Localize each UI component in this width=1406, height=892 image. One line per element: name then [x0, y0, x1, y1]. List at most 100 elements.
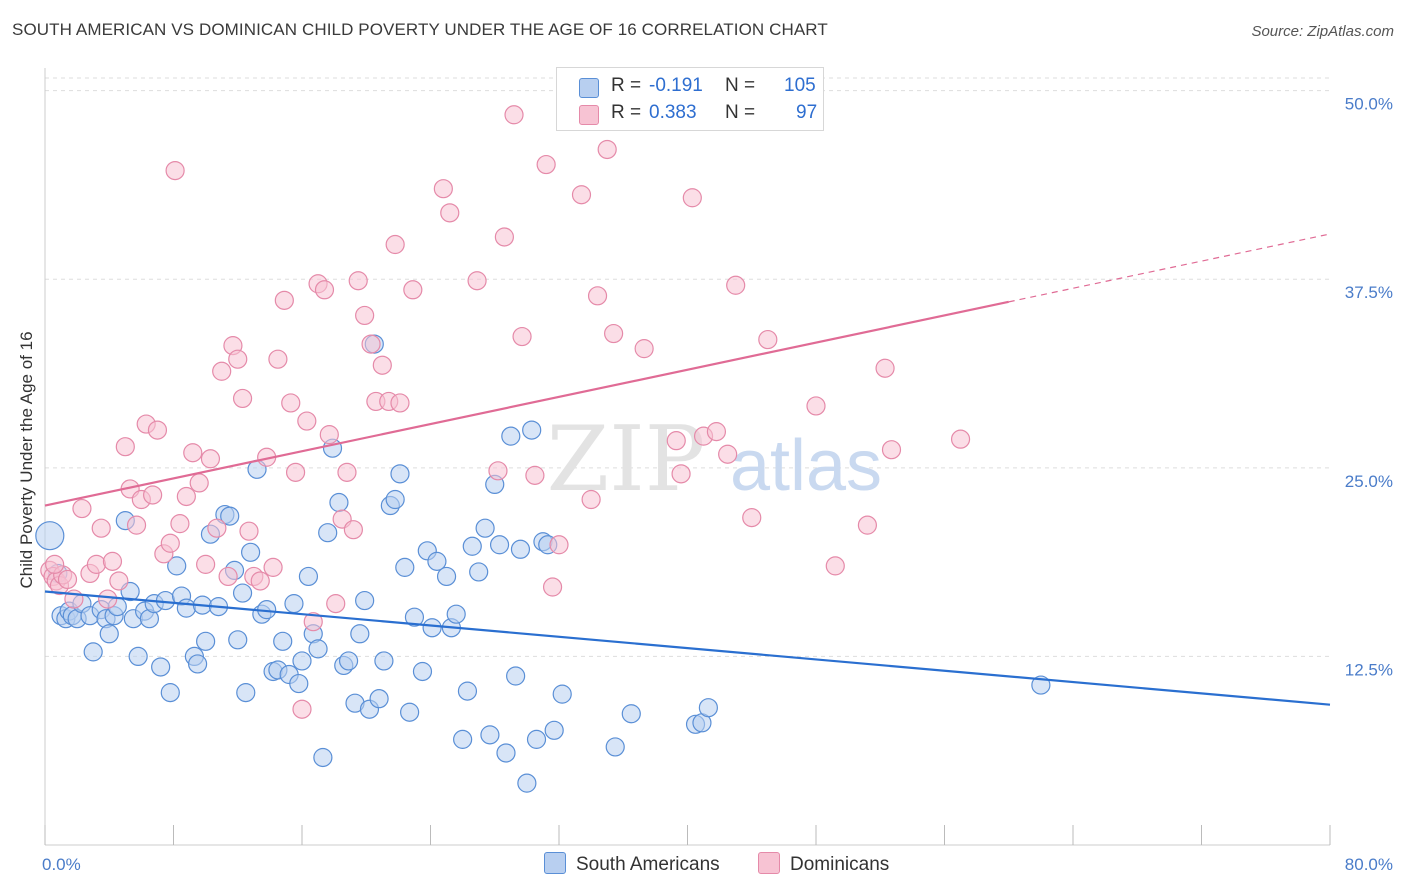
point-dominican: [326, 594, 346, 614]
source-label: Source: ZipAtlas.com: [1251, 23, 1394, 40]
point-dominican: [109, 571, 129, 591]
point-dominican: [597, 139, 617, 160]
point-south-american: [412, 661, 433, 682]
point-dominican: [126, 515, 147, 535]
point-south-american: [292, 651, 312, 671]
point-south-american: [427, 551, 447, 571]
point-dominican: [183, 443, 203, 463]
point-south-american: [298, 566, 319, 587]
point-south-american: [318, 523, 338, 543]
point-south-american: [395, 557, 415, 577]
series-swatch-pink: [758, 852, 780, 874]
series-legend-south-americans: South Americans: [544, 852, 720, 876]
point-dominican: [385, 234, 405, 255]
series-legend-dominicans: Dominicans: [758, 852, 889, 876]
point-dominican: [165, 160, 185, 181]
watermark: ZIP atlas: [547, 407, 882, 512]
point-south-american: [350, 624, 370, 644]
point-dominican: [160, 533, 180, 553]
point-south-american: [236, 683, 256, 703]
point-dominican: [525, 465, 545, 485]
point-south-american: [480, 725, 500, 745]
y-tick-labels: 12.5% 25.0% 37.5% 50.0%: [1345, 95, 1393, 680]
point-dominican: [297, 411, 317, 431]
y-tick-label: 50.0%: [1345, 95, 1393, 114]
point-dominican: [682, 188, 702, 208]
point-south-american: [284, 594, 304, 614]
point-dominican: [292, 699, 312, 719]
point-dominican: [147, 420, 168, 440]
point-south-american: [355, 590, 375, 611]
point-dominican: [196, 554, 216, 574]
point-dominican: [440, 203, 460, 223]
point-south-american: [621, 704, 641, 724]
point-south-american: [338, 651, 359, 671]
legend-n-value: 97: [796, 102, 818, 123]
point-dominican: [634, 339, 654, 359]
point-dominican: [232, 388, 253, 409]
chart-title: SOUTH AMERICAN VS DOMINICAN CHILD POVERT…: [12, 20, 828, 39]
point-south-american: [232, 583, 253, 603]
point-south-american: [457, 681, 478, 701]
y-tick-label: 12.5%: [1345, 660, 1393, 679]
point-dominican: [666, 431, 686, 451]
point-south-american: [698, 698, 718, 718]
point-south-american: [400, 702, 420, 722]
point-south-american: [289, 673, 309, 694]
legend-r-label: R =: [611, 75, 642, 96]
point-dominican: [742, 508, 762, 528]
point-dominican: [671, 464, 691, 484]
point-south-american: [489, 535, 510, 555]
point-dominican: [176, 486, 196, 507]
point-dominican: [881, 440, 902, 460]
correlation-legend: R = -0.191 N = 105 R = 0.383 N = 97: [556, 67, 824, 131]
point-dominican: [303, 612, 323, 632]
point-dominican: [170, 514, 190, 534]
point-dominican: [467, 271, 487, 291]
point-dominican: [319, 425, 339, 445]
point-dominican: [337, 462, 357, 482]
series-label-dominicans: Dominicans: [790, 854, 890, 875]
point-dominican: [718, 444, 738, 464]
point-dominican: [604, 323, 624, 344]
point-south-american: [453, 729, 473, 749]
point-dominican: [348, 271, 368, 291]
legend-n-label: N =: [725, 75, 756, 96]
point-dominican: [726, 275, 746, 295]
point-dominican: [314, 280, 335, 300]
point-dominican: [571, 185, 592, 205]
point-dominican: [115, 437, 135, 457]
y-tick-label: 37.5%: [1345, 283, 1393, 302]
point-south-american: [544, 720, 564, 740]
series-label-south-americans: South Americans: [576, 854, 720, 875]
point-south-american: [99, 624, 119, 644]
point-dominican: [361, 334, 381, 354]
point-dominican: [549, 535, 569, 555]
point-dominican: [758, 329, 778, 350]
point-dominican: [218, 566, 238, 587]
point-dominican: [86, 554, 107, 574]
point-south-american: [83, 642, 103, 662]
point-south-american: [228, 630, 248, 650]
point-dominican: [433, 179, 453, 199]
point-dominican: [212, 361, 232, 381]
point-south-american: [526, 729, 547, 749]
point-south-american: [475, 518, 495, 538]
point-dominican: [189, 473, 209, 493]
point-dominican: [403, 280, 423, 300]
axes: [44, 68, 1331, 846]
legend-swatch-blue: [579, 78, 599, 98]
point-dominican: [200, 449, 221, 469]
point-dominican: [857, 515, 878, 535]
legend-n-value: 105: [784, 75, 816, 96]
point-dominican: [98, 589, 118, 609]
point-south-american: [369, 689, 389, 709]
point-dominican: [207, 518, 227, 538]
point-south-american: [151, 657, 171, 677]
series-swatch-blue: [544, 852, 566, 874]
point-dominican: [504, 105, 524, 125]
point-dominican: [274, 290, 294, 310]
y-tick-label: 25.0%: [1345, 472, 1393, 491]
point-dominican: [950, 429, 971, 449]
point-south-american: [273, 631, 293, 651]
